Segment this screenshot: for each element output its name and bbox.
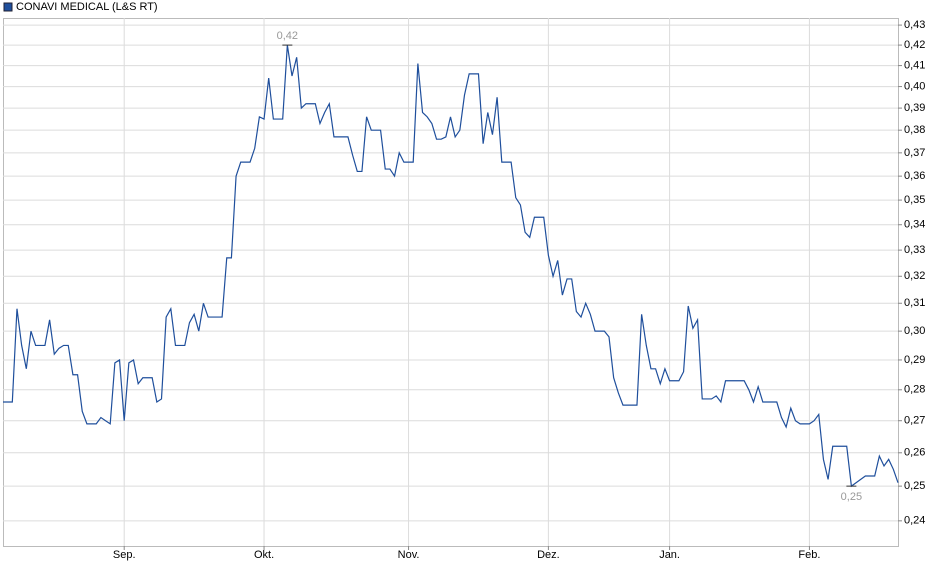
y-tick-label: 0,25	[904, 480, 925, 492]
x-tick-label: Jan.	[659, 549, 680, 561]
y-tick-label: 0,24	[904, 515, 925, 527]
y-tick-label: 0,32	[904, 270, 925, 282]
y-tick-label: 0,34	[904, 219, 925, 231]
plot-frame	[3, 18, 899, 547]
annotation-label: 0,25	[841, 491, 862, 503]
y-tick-label: 0,38	[904, 124, 925, 136]
y-tick-label: 0,43	[904, 19, 925, 31]
x-tick-label: Okt.	[254, 549, 274, 561]
x-tick-label: Nov.	[398, 549, 420, 561]
y-tick-label: 0,36	[904, 170, 925, 182]
y-tick-label: 0,29	[904, 354, 925, 366]
y-tick-label: 0,28	[904, 384, 925, 396]
y-tick-label: 0,40	[904, 80, 925, 92]
x-tick-label: Sep.	[113, 549, 136, 561]
y-tick-label: 0,35	[904, 194, 925, 206]
y-tick-label: 0,31	[904, 297, 925, 309]
y-tick-label: 0,37	[904, 147, 925, 159]
y-tick-label: 0,30	[904, 325, 925, 337]
annotation-label: 0,42	[277, 30, 298, 42]
x-tick-label: Dez.	[537, 549, 560, 561]
y-tick-label: 0,26	[904, 447, 925, 459]
y-tick-label: 0,33	[904, 244, 925, 256]
y-tick-label: 0,42	[904, 39, 925, 51]
legend-swatch	[3, 2, 13, 12]
legend-label: CONAVI MEDICAL (L&S RT)	[16, 1, 158, 13]
y-tick-label: 0,39	[904, 102, 925, 114]
y-tick-label: 0,27	[904, 415, 925, 427]
x-tick-label: Feb.	[798, 549, 820, 561]
line	[3, 45, 899, 488]
y-tick-label: 0,41	[904, 59, 925, 71]
